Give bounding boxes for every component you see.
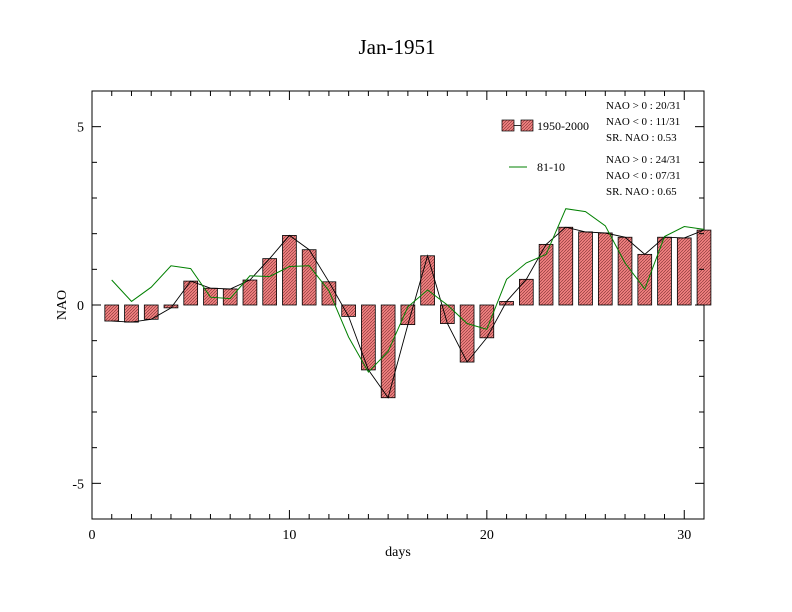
- stat-line: NAO > 0 : 24/31: [606, 154, 681, 166]
- bar-day-13: [341, 304, 356, 317]
- bar-day-28: [637, 253, 653, 306]
- bar-series-line: [111, 226, 705, 399]
- axes: 0 10 20 30 5 0 -5: [72, 90, 705, 543]
- bar-day-5: [183, 280, 199, 306]
- legend-bar-label: 1950-2000: [537, 119, 589, 133]
- bar-day-30: [676, 237, 692, 306]
- bar-day-22: [519, 278, 534, 306]
- bar-day-1: [104, 304, 120, 322]
- y-tick-label: -5: [72, 477, 84, 492]
- bar-day-17: [420, 255, 435, 306]
- bar-day-20: [479, 304, 495, 339]
- climatology-line: [111, 208, 705, 373]
- legend: 1950-2000 81-10: [501, 119, 589, 174]
- bar-day-26: [597, 232, 613, 306]
- y-tick-label: 0: [77, 299, 84, 314]
- bar-day-3: [143, 304, 159, 320]
- x-tick-label: 0: [89, 528, 96, 543]
- stat-line: SR. NAO : 0.65: [606, 186, 677, 198]
- bar-day-29: [657, 236, 672, 306]
- bar-day-27: [617, 236, 633, 306]
- x-tick-label: 20: [480, 528, 494, 543]
- stats-block-1950-2000: NAO > 0 : 20/31 NAO < 0 : 11/31 SR. NAO …: [606, 100, 681, 144]
- x-tick-label: 10: [282, 528, 296, 543]
- stat-line: NAO < 0 : 11/31: [606, 116, 680, 128]
- bar-day-14: [361, 304, 376, 371]
- stat-line: NAO > 0 : 20/31: [606, 100, 681, 112]
- x-axis-label: days: [385, 545, 411, 560]
- bar-day-24: [558, 226, 574, 306]
- line-series: [111, 208, 705, 399]
- legend-line-label: 81-10: [537, 160, 565, 174]
- stat-line: NAO < 0 : 07/31: [606, 170, 681, 182]
- y-tick-label: 5: [77, 121, 84, 136]
- y-axis-label: NAO: [55, 290, 70, 320]
- legend-bar-swatch-left: [501, 119, 515, 132]
- bar-day-9: [262, 258, 277, 306]
- bar-day-2: [124, 304, 139, 323]
- bar-day-7: [222, 288, 238, 306]
- stat-line: SR. NAO : 0.53: [606, 132, 677, 144]
- legend-bar-swatch-right: [520, 119, 534, 132]
- bar-day-31: [696, 229, 712, 306]
- stats-block-81-10: NAO > 0 : 24/31 NAO < 0 : 07/31 SR. NAO …: [606, 154, 681, 198]
- x-tick-label: 30: [677, 528, 691, 543]
- bar-day-8: [242, 279, 258, 306]
- bar-day-25: [578, 231, 593, 306]
- bar-day-10: [282, 235, 297, 306]
- chart-title: Jan-1951: [359, 35, 436, 59]
